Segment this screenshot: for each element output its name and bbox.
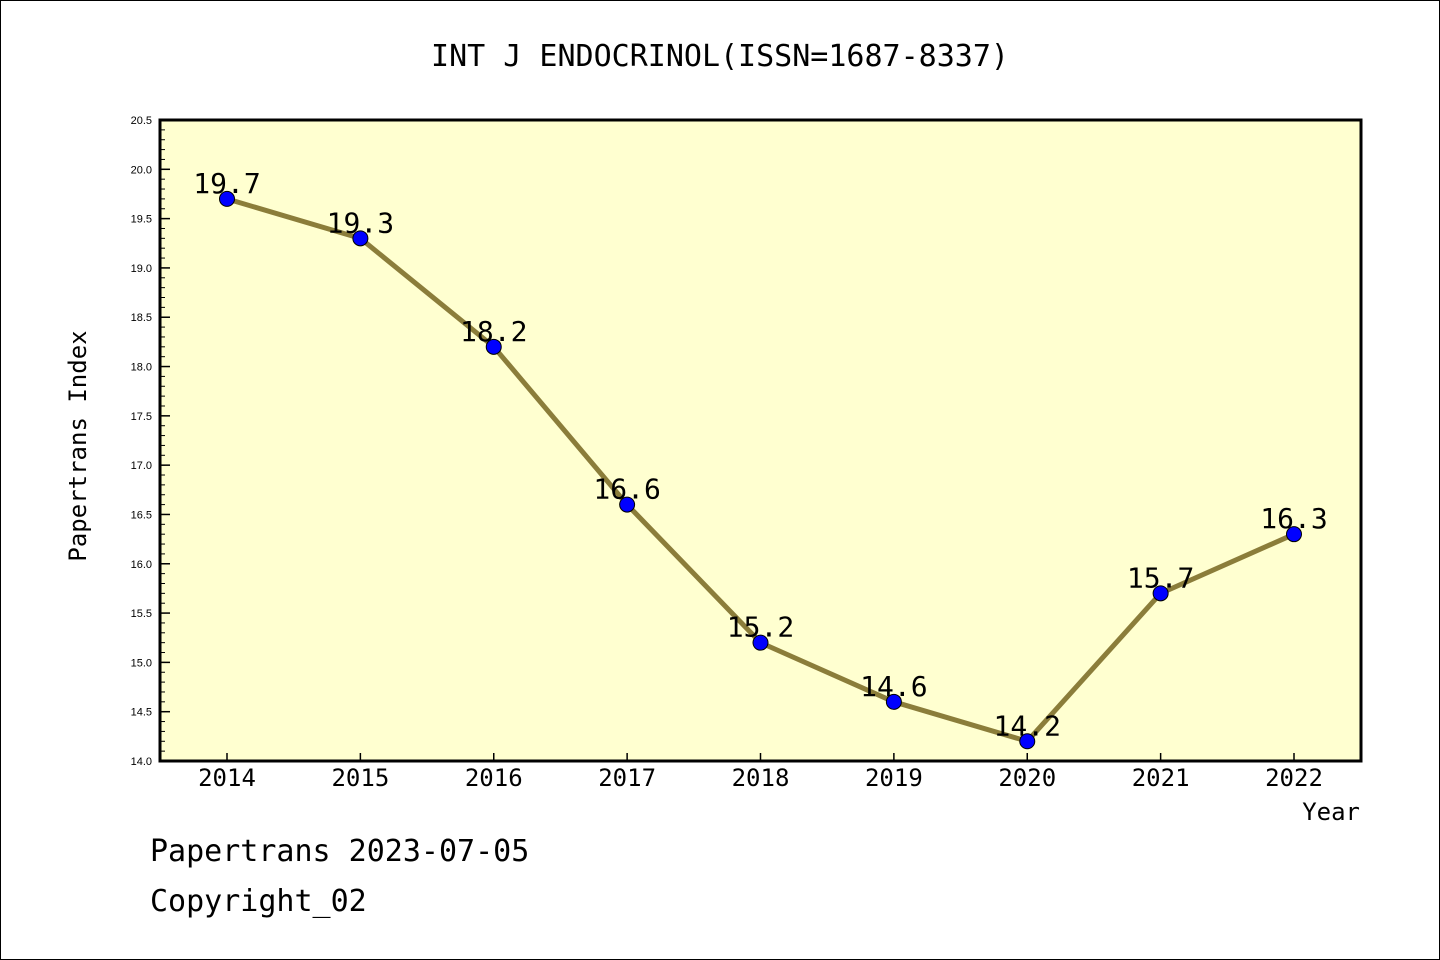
y-tick-label: 20.0	[131, 164, 152, 176]
data-point	[1286, 526, 1302, 543]
y-tick-label: 14.0	[131, 756, 152, 768]
footer-copyright: Copyright_02	[150, 884, 367, 919]
y-tick-label: 16.5	[131, 509, 152, 521]
plot-border	[158, 118, 1363, 763]
data-point	[619, 496, 636, 513]
y-tick-label: 20.5	[131, 115, 152, 127]
data-point	[219, 190, 235, 207]
y-tick-label: 18.0	[131, 362, 152, 374]
data-point	[752, 634, 769, 651]
x-tick-label: 2022	[1265, 764, 1323, 792]
data-label: 19.7	[193, 167, 260, 200]
x-axis: 2014 2015 2016 2017 2018 2019 2020 2021 2022	[198, 753, 1323, 792]
y-tick-label: 15.0	[131, 657, 152, 669]
x-tick-label: 2020	[998, 764, 1056, 792]
data-point	[885, 693, 902, 710]
data-label: 14.2	[994, 709, 1061, 742]
data-label: 16.6	[593, 473, 660, 506]
data-point	[352, 230, 369, 247]
chart-title: INT J ENDOCRINOL(ISSN=1687-8337)	[431, 39, 1009, 74]
x-tick-label: 2016	[465, 764, 523, 792]
x-tick-label: 2019	[865, 764, 923, 792]
y-tick-label: 19.0	[131, 263, 152, 275]
data-point	[1019, 733, 1036, 750]
data-point	[485, 338, 502, 355]
data-label: 15.7	[1127, 561, 1194, 594]
data-label: 18.2	[460, 315, 527, 348]
y-tick-label: 14.5	[131, 707, 152, 719]
x-tick-label: 2014	[198, 764, 256, 792]
x-tick-label: 2018	[732, 764, 790, 792]
y-axis-label: Papertrans Index	[64, 330, 92, 561]
data-point	[1152, 585, 1169, 602]
y-tick-label: 17.5	[131, 411, 152, 423]
y-tick-label: 18.5	[131, 312, 152, 324]
y-tick-label: 15.5	[131, 608, 152, 620]
y-tick-label: 16.0	[131, 559, 152, 571]
y-tick-label: 19.5	[131, 214, 152, 226]
x-tick-label: 2021	[1132, 764, 1190, 792]
x-tick-label: 2015	[331, 764, 389, 792]
data-label: 19.3	[327, 206, 394, 239]
series: 19.7 19.3 18.2 16.6 15.2 14.6 14.2 15.7 16.3	[193, 167, 1328, 750]
y-tick-label: 17.0	[131, 460, 152, 472]
x-axis-label: Year	[1302, 798, 1360, 826]
data-label: 15.2	[727, 611, 794, 644]
footer-date: Papertrans 2023-07-05	[150, 834, 530, 869]
x-tick-label: 2017	[598, 764, 656, 792]
data-label: 16.3	[1260, 502, 1327, 535]
plot-area	[160, 120, 1361, 761]
data-label: 14.6	[860, 670, 927, 703]
